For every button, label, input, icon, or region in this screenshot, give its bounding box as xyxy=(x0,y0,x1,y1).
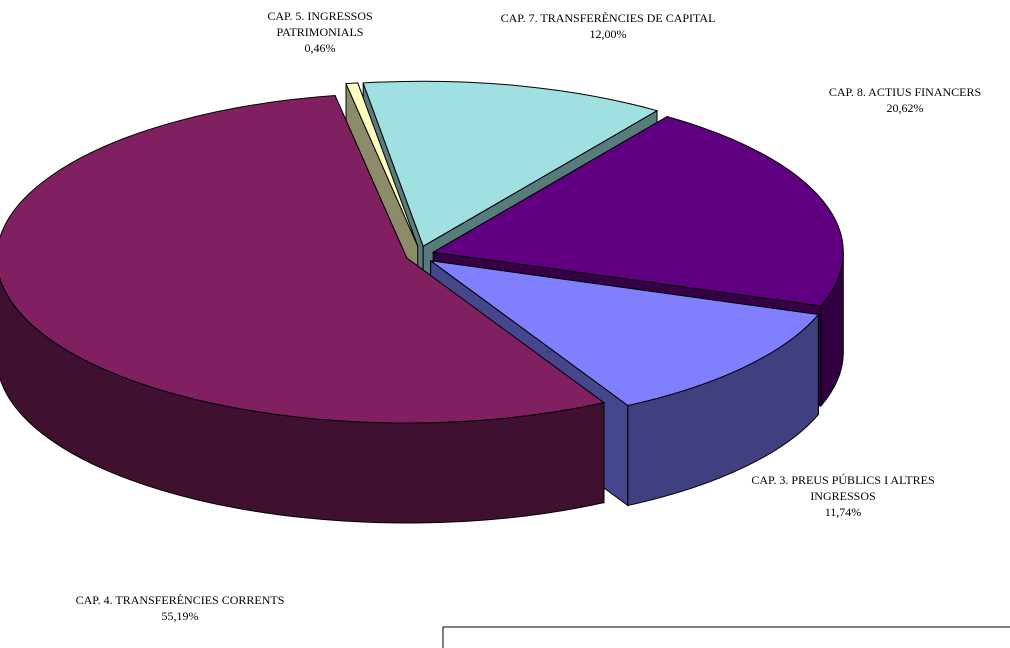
value-label: 11,74% xyxy=(824,505,862,519)
value-label: 0,46% xyxy=(304,41,336,55)
category-label: CAP. 4. TRANSFERÈNCIES CORRENTS xyxy=(75,593,285,607)
slice xyxy=(362,80,659,247)
category-label: CAP. 7. TRANSFERÈNCIES DE CAPITAL xyxy=(500,11,716,25)
slice xyxy=(430,260,820,407)
slice xyxy=(345,82,419,247)
slice-label: CAP. 4. TRANSFERÈNCIES CORRENTS 55,19% xyxy=(75,592,285,624)
slice xyxy=(431,116,844,307)
category-label: CAP. 8. ACTIUS FINANCERS xyxy=(828,85,982,99)
slice-label: CAP. 3. PREUS PÚBLICS I ALTRES INGRESSOS… xyxy=(743,472,943,520)
category-label: CAP. 3. PREUS PÚBLICS I ALTRES INGRESSOS xyxy=(751,473,935,503)
category-label: CAP. 5. INGRESSOS PATRIMONIALS xyxy=(267,9,373,39)
value-label: 55,19% xyxy=(161,609,199,623)
slice-label: CAP. 7. TRANSFERÈNCIES DE CAPITAL 12,00% xyxy=(488,10,728,42)
value-label: 20,62% xyxy=(886,101,924,115)
value-label: 12,00% xyxy=(589,27,627,41)
slice xyxy=(0,95,606,424)
slice-label: CAP. 8. ACTIUS FINANCERS 20,62% xyxy=(795,84,1010,116)
legend-box xyxy=(442,626,1010,648)
slice-label: CAP. 5. INGRESSOS PATRIMONIALS 0,46% xyxy=(240,8,400,56)
